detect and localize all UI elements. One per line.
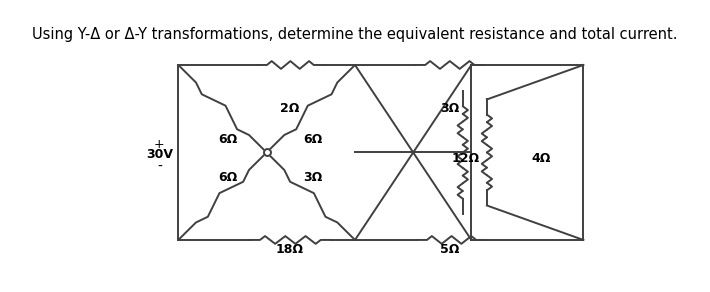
- Text: 30V: 30V: [146, 148, 173, 161]
- Text: 3Ω: 3Ω: [440, 102, 459, 115]
- Text: 4Ω: 4Ω: [532, 152, 551, 165]
- Text: -: -: [157, 160, 162, 174]
- Text: 12Ω: 12Ω: [452, 152, 480, 165]
- Text: 6Ω: 6Ω: [219, 171, 238, 184]
- Text: +: +: [154, 138, 165, 151]
- Text: Using Y-Δ or Δ-Y transformations, determine the equivalent resistance and total : Using Y-Δ or Δ-Y transformations, determ…: [32, 27, 678, 42]
- Text: 18Ω: 18Ω: [275, 243, 303, 256]
- Text: 6Ω: 6Ω: [219, 133, 238, 146]
- Text: 5Ω: 5Ω: [440, 243, 459, 256]
- Text: 6Ω: 6Ω: [303, 133, 322, 146]
- Text: 2Ω: 2Ω: [280, 102, 299, 115]
- Text: 3Ω: 3Ω: [303, 171, 322, 184]
